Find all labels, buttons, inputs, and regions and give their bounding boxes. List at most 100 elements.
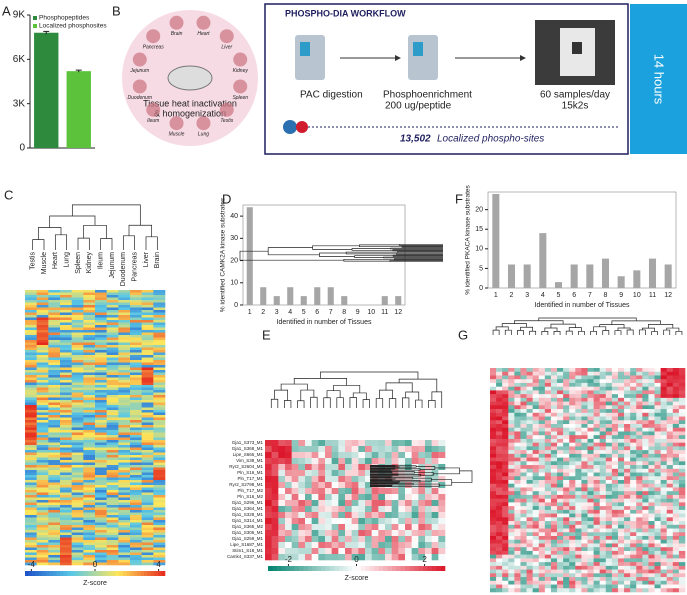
heatmap-cell <box>642 532 649 537</box>
heatmap-cell <box>106 410 119 413</box>
heatmap-cell <box>605 528 613 533</box>
heatmap-cell <box>83 457 96 461</box>
heatmap-cell <box>48 295 61 298</box>
heatmap-cell <box>60 515 72 518</box>
heatmap-cell <box>60 532 72 536</box>
heatmap-cell <box>345 482 352 489</box>
heatmap-cell <box>265 500 272 507</box>
heatmap-cell <box>83 332 96 336</box>
heatmap-cell <box>514 412 521 417</box>
heatmap-cell <box>285 494 292 501</box>
heatmap-cell <box>431 554 439 561</box>
heatmap-cell <box>83 450 96 453</box>
heatmap-cell <box>48 487 61 491</box>
heatmap-cell <box>130 380 142 383</box>
heatmap-cell <box>678 480 686 485</box>
heatmap-cell <box>95 557 107 561</box>
heatmap-cell <box>71 427 84 431</box>
heatmap-cell <box>141 345 154 348</box>
heatmap-cell <box>508 547 515 552</box>
heatmap-cell <box>538 438 546 443</box>
heatmap-cell <box>648 438 655 443</box>
heatmap-cell <box>153 532 166 536</box>
heatmap-cell <box>605 524 613 529</box>
heatmap-cell <box>48 355 61 358</box>
heatmap-cell <box>141 495 154 498</box>
heatmap-cell <box>118 320 131 323</box>
dendrogram <box>602 330 610 335</box>
heatmap-cell <box>83 317 96 321</box>
heatmap-cell <box>678 532 686 537</box>
heatmap-cell <box>496 532 503 537</box>
dendrogram <box>504 329 512 335</box>
heatmap-cell <box>48 390 61 393</box>
heatmap-cell <box>25 492 37 496</box>
heatmap-cell <box>48 532 61 536</box>
heatmap-cell <box>520 379 527 384</box>
heatmap-cell <box>118 537 131 541</box>
heatmap-cell <box>617 465 625 470</box>
heatmap-cell <box>490 539 497 544</box>
heatmap-cell <box>581 543 588 548</box>
heatmap-cell <box>642 487 649 492</box>
heatmap-cell <box>418 452 426 459</box>
heatmap-cell <box>153 490 166 493</box>
heatmap-cell <box>502 528 509 533</box>
heatmap-cell <box>83 385 96 388</box>
heatmap-cell <box>106 532 119 536</box>
heatmap-cell <box>508 379 515 384</box>
heatmap-cell <box>538 472 546 477</box>
heatmap-cell <box>318 530 326 537</box>
heatmap-cell <box>338 494 346 501</box>
heatmap-cell <box>271 482 279 489</box>
heatmap-cell <box>587 543 594 548</box>
heatmap-cell <box>106 480 119 483</box>
heatmap-cell <box>36 317 49 321</box>
heatmap-cell <box>71 502 84 506</box>
x-tick-label: 5 <box>557 292 561 299</box>
heatmap-cell <box>587 502 594 507</box>
x-tick-label: 11 <box>381 309 388 316</box>
heatmap-cell <box>654 532 661 537</box>
heatmap-cell <box>630 461 637 466</box>
heatmap-cell <box>678 547 686 552</box>
heatmap-cell <box>71 310 84 313</box>
heatmap-cell <box>617 513 625 518</box>
heatmap-cell <box>593 480 600 485</box>
heatmap-cell <box>514 401 521 406</box>
heatmap-cell <box>305 452 312 459</box>
heatmap-cell <box>118 482 131 486</box>
heatmap-cell <box>593 565 600 570</box>
heatmap-cell <box>141 507 154 511</box>
heatmap-cell <box>141 500 154 503</box>
heatmap-cell <box>95 530 107 533</box>
heatmap-cell <box>71 355 84 358</box>
heatmap-cell <box>490 509 497 514</box>
heatmap-cell <box>605 386 613 391</box>
heatmap-cell <box>60 520 72 523</box>
heatmap-cell <box>95 295 107 298</box>
heatmap-cell <box>557 427 564 432</box>
column-label: Testis <box>30 252 37 270</box>
heatmap-cell <box>398 518 406 525</box>
heatmap-cell <box>83 517 96 521</box>
heatmap-cell <box>611 368 619 373</box>
heatmap-cell <box>118 387 131 391</box>
step-label: 200 ug/peptide <box>385 101 452 112</box>
heatmap-cell <box>36 370 49 373</box>
dendrogram <box>553 331 561 335</box>
heatmap-cell <box>502 476 509 481</box>
heatmap-cell <box>141 497 154 501</box>
heatmap-cell <box>557 394 564 399</box>
heatmap-cell <box>642 371 649 376</box>
heatmap-cell <box>624 476 631 481</box>
heatmap-cell <box>25 457 37 461</box>
heatmap-cell <box>599 521 607 526</box>
heatmap-cell <box>605 577 613 582</box>
heatmap-cell <box>636 461 643 466</box>
heatmap-cell <box>544 562 552 567</box>
heatmap-cell <box>526 554 533 559</box>
heatmap-cell <box>550 573 558 578</box>
heatmap-cell <box>508 502 515 507</box>
bar <box>287 287 294 305</box>
